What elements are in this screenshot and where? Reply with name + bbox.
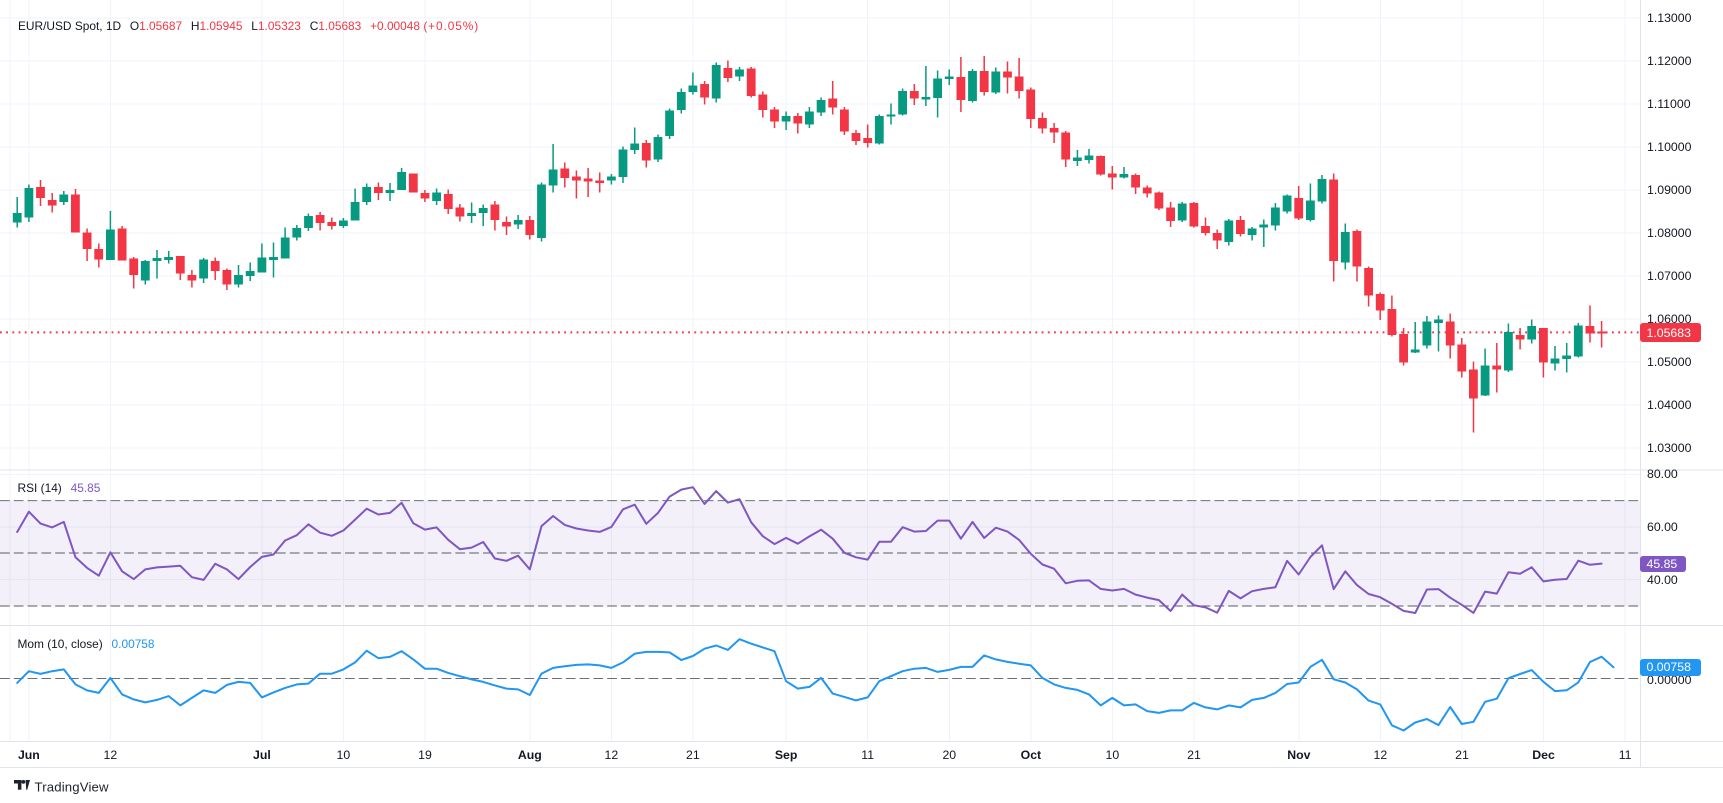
svg-text:TradingView: TradingView xyxy=(35,779,110,794)
